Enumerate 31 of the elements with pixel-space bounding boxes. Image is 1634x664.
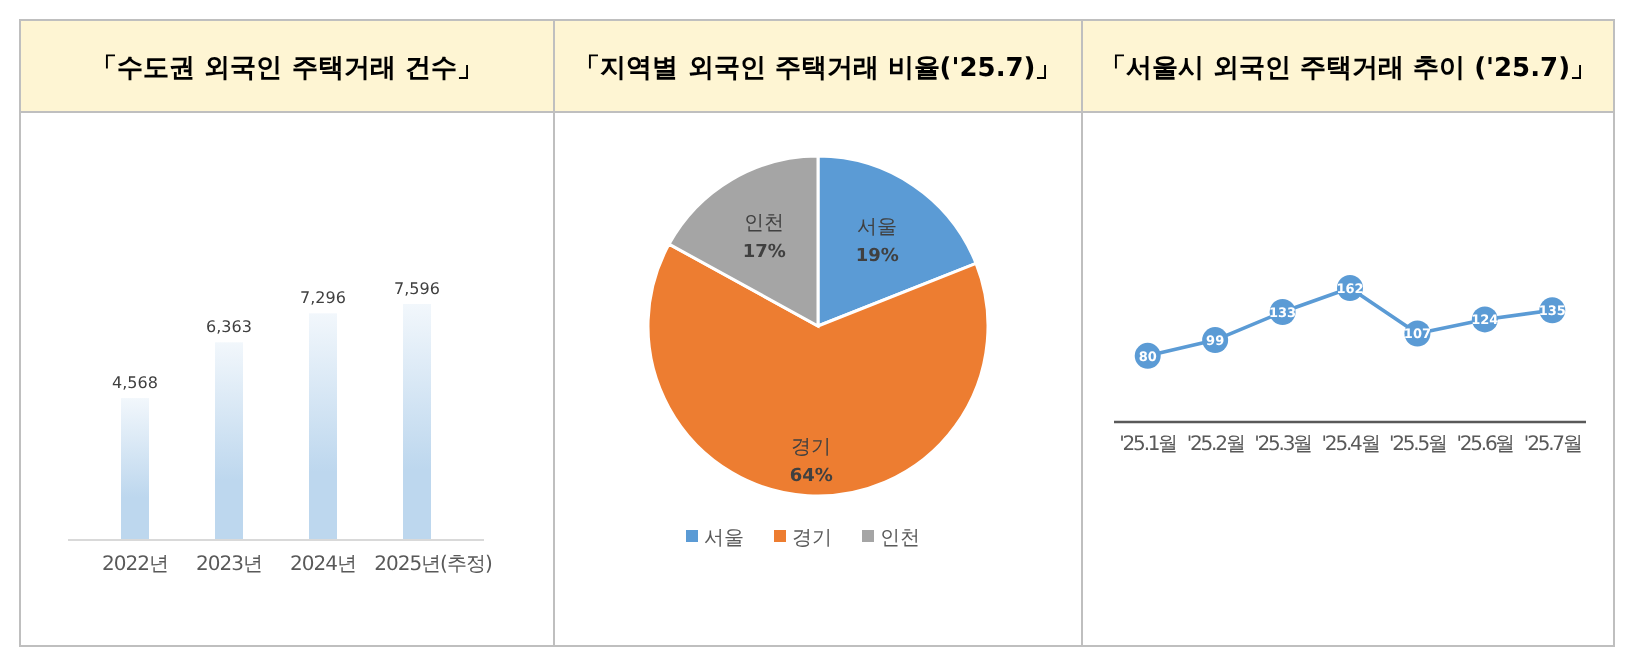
- legend-label: 경기: [792, 528, 832, 550]
- bar: [121, 398, 149, 540]
- x-tick-label: '25.4월: [1321, 434, 1379, 456]
- x-tick-label: '25.3월: [1254, 434, 1312, 456]
- x-tick-label: '25.7월: [1523, 434, 1581, 456]
- chart-title: 「서울시 외국인 주택거래 추이 ('25.7)」: [1099, 54, 1597, 84]
- legend-label: 서울: [704, 528, 744, 550]
- slice-label: 인천: [744, 213, 785, 236]
- x-tick-label: 2022년: [102, 554, 168, 576]
- data-label: 6,363: [206, 318, 252, 337]
- data-label: 7,596: [394, 280, 440, 298]
- bar: [309, 313, 337, 540]
- x-tick-label: 2023년: [196, 554, 262, 576]
- x-tick-label: '25.1월: [1119, 434, 1177, 456]
- x-tick-label: '25.6월: [1456, 434, 1514, 456]
- data-label: 19%: [855, 246, 899, 267]
- bar: [215, 342, 243, 540]
- data-label: 4,568: [112, 374, 158, 393]
- chart-title: 「수도권 외국인 주택거래 건수」: [91, 54, 483, 84]
- x-tick-label: '25.2월: [1186, 434, 1244, 456]
- slice-label: 서울: [857, 216, 898, 239]
- x-tick-label: 2025년(추정): [374, 554, 493, 576]
- chart-title: 「지역별 외국인 주택거래 비율('25.7)」: [574, 54, 1062, 84]
- slice-label: 경기: [791, 436, 832, 459]
- legend-label: 인천: [880, 528, 920, 550]
- data-label: 64%: [789, 466, 833, 487]
- x-tick-label: '25.5월: [1389, 434, 1447, 456]
- bar: [403, 304, 431, 540]
- x-tick-label: 2024년: [290, 554, 356, 576]
- data-label: 7,296: [300, 289, 346, 308]
- data-label: 17%: [742, 243, 786, 264]
